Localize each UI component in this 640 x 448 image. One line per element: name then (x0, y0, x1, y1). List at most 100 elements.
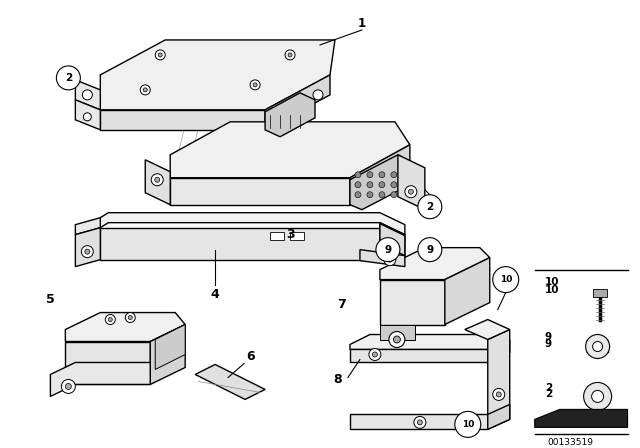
Circle shape (389, 332, 405, 348)
Polygon shape (380, 280, 445, 324)
Circle shape (379, 192, 385, 198)
Circle shape (85, 249, 90, 254)
Circle shape (408, 189, 413, 194)
Circle shape (367, 182, 373, 188)
Polygon shape (65, 341, 150, 384)
Text: 00133519: 00133519 (548, 438, 594, 447)
Text: 2: 2 (65, 73, 72, 83)
Text: 9: 9 (426, 245, 433, 254)
Text: 9: 9 (385, 245, 392, 254)
Circle shape (455, 411, 481, 437)
Polygon shape (195, 365, 265, 400)
Circle shape (285, 50, 295, 60)
Text: 10: 10 (545, 276, 559, 287)
Polygon shape (76, 100, 100, 130)
Circle shape (493, 388, 505, 401)
Polygon shape (534, 409, 628, 427)
Circle shape (355, 192, 361, 198)
Circle shape (83, 90, 92, 100)
Circle shape (387, 257, 392, 262)
Circle shape (376, 237, 400, 262)
Text: 3: 3 (285, 228, 294, 241)
Circle shape (355, 182, 361, 188)
Polygon shape (350, 145, 410, 205)
Text: 10: 10 (545, 284, 559, 295)
Circle shape (56, 66, 81, 90)
Circle shape (250, 80, 260, 90)
Circle shape (584, 383, 612, 410)
Circle shape (591, 391, 604, 402)
Text: 2: 2 (545, 389, 552, 400)
Circle shape (372, 352, 378, 357)
Circle shape (81, 246, 93, 258)
Circle shape (384, 254, 396, 266)
Polygon shape (350, 155, 410, 210)
Polygon shape (360, 250, 405, 267)
Circle shape (158, 53, 162, 57)
Polygon shape (145, 160, 170, 205)
Polygon shape (380, 223, 405, 267)
Text: 7: 7 (337, 298, 346, 311)
Circle shape (313, 90, 323, 100)
Circle shape (418, 195, 442, 219)
Circle shape (61, 379, 76, 393)
Polygon shape (100, 213, 405, 235)
Polygon shape (350, 414, 488, 429)
Circle shape (125, 313, 135, 323)
Circle shape (493, 267, 518, 293)
Circle shape (355, 172, 361, 178)
Circle shape (417, 420, 422, 425)
Polygon shape (170, 122, 410, 178)
Polygon shape (488, 405, 509, 429)
Circle shape (391, 172, 397, 178)
Circle shape (418, 237, 442, 262)
Polygon shape (398, 155, 425, 210)
Circle shape (288, 53, 292, 57)
Circle shape (379, 182, 385, 188)
Circle shape (593, 341, 603, 352)
Text: 10: 10 (461, 420, 474, 429)
Polygon shape (290, 232, 304, 240)
Circle shape (253, 83, 257, 87)
Circle shape (394, 336, 401, 343)
Polygon shape (350, 349, 490, 362)
Text: 2: 2 (426, 202, 433, 212)
Circle shape (155, 177, 160, 182)
Circle shape (391, 182, 397, 188)
Circle shape (108, 318, 112, 322)
Polygon shape (380, 224, 405, 256)
Circle shape (128, 315, 132, 319)
Text: 9: 9 (545, 340, 552, 349)
Polygon shape (445, 258, 490, 324)
Polygon shape (380, 248, 490, 280)
Polygon shape (100, 110, 265, 130)
Circle shape (65, 383, 72, 389)
Polygon shape (170, 178, 350, 205)
Polygon shape (488, 330, 509, 429)
Polygon shape (51, 362, 150, 396)
Polygon shape (265, 75, 330, 130)
Text: 8: 8 (333, 373, 342, 386)
Polygon shape (490, 340, 509, 362)
Circle shape (151, 174, 163, 186)
Circle shape (391, 192, 397, 198)
Text: 4: 4 (211, 288, 220, 301)
Polygon shape (350, 335, 509, 349)
Polygon shape (150, 324, 185, 384)
Circle shape (367, 192, 373, 198)
Text: 5: 5 (46, 293, 55, 306)
Polygon shape (76, 218, 100, 235)
Text: 2: 2 (545, 383, 552, 393)
Polygon shape (593, 289, 607, 297)
Circle shape (496, 392, 501, 397)
Circle shape (379, 172, 385, 178)
Polygon shape (100, 40, 335, 110)
Circle shape (106, 314, 115, 324)
Polygon shape (65, 313, 185, 341)
Circle shape (156, 50, 165, 60)
Circle shape (586, 335, 609, 358)
Polygon shape (156, 324, 185, 370)
Polygon shape (76, 80, 100, 110)
Polygon shape (265, 93, 315, 137)
Circle shape (140, 85, 150, 95)
